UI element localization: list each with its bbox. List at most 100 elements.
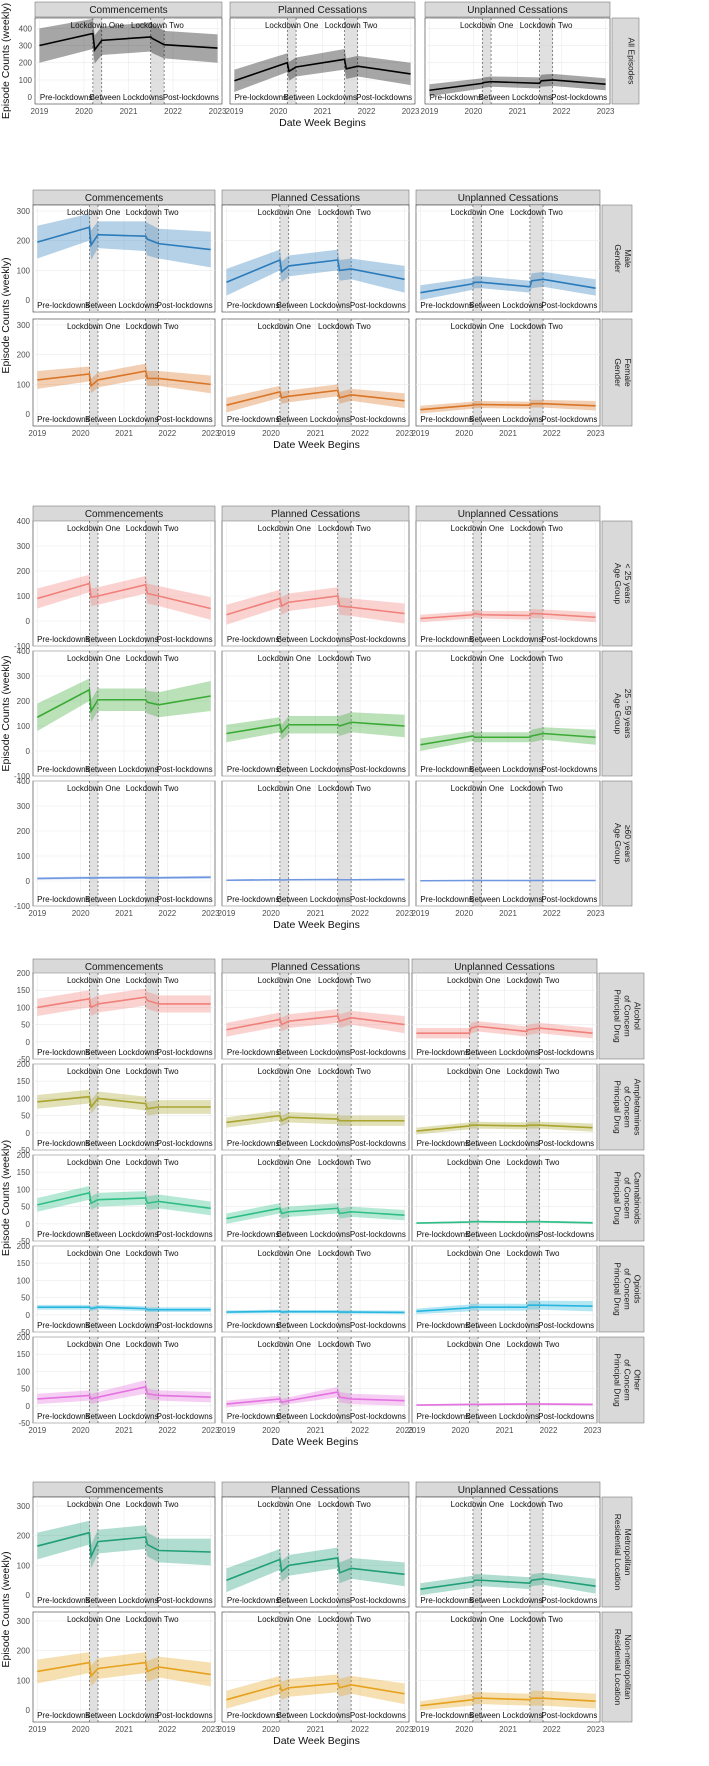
x-tick-label: 2019 bbox=[226, 107, 244, 116]
x-tick-label: 2023 bbox=[587, 429, 605, 438]
lockdown-shade bbox=[482, 18, 491, 104]
period-label: Pre-lockdowns bbox=[37, 635, 89, 644]
row-strip-label: Age Group bbox=[613, 823, 623, 864]
period-label: Pre-lockdowns bbox=[227, 301, 279, 310]
lockdown-label: Lockdown Two bbox=[510, 1615, 563, 1624]
row-strip-label: Age Group bbox=[613, 563, 623, 604]
period-label: Post-lockdowns bbox=[350, 1048, 406, 1057]
period-label: Between Lockdowns bbox=[277, 1596, 350, 1605]
lockdown-label: Lockdown One bbox=[258, 1249, 312, 1258]
period-label: Pre-lockdowns bbox=[37, 1230, 89, 1239]
period-label: Pre-lockdowns bbox=[37, 415, 89, 424]
lockdown-shade bbox=[338, 1337, 351, 1423]
x-tick-label: 2022 bbox=[543, 909, 561, 918]
y-tick-label: 100 bbox=[17, 1561, 31, 1570]
row-strip-label: of Concern bbox=[623, 1086, 633, 1128]
y-tick-label: 200 bbox=[17, 1647, 31, 1656]
x-tick-label: 2019 bbox=[218, 909, 236, 918]
y-tick-label: 400 bbox=[17, 647, 31, 656]
period-label: Between Lockdowns bbox=[85, 635, 158, 644]
period-label: Pre-lockdowns bbox=[417, 1321, 469, 1330]
period-label: Post-lockdowns bbox=[157, 1711, 213, 1720]
row-strip-label: Male bbox=[623, 249, 633, 268]
period-label: Post-lockdowns bbox=[541, 635, 597, 644]
lockdown-shade bbox=[89, 973, 98, 1059]
lockdown-label: Lockdown One bbox=[71, 21, 125, 30]
y-tick-label: 200 bbox=[17, 351, 31, 360]
lockdown-shade bbox=[338, 1497, 351, 1607]
y-tick-label: 50 bbox=[21, 1385, 30, 1394]
y-tick-label: 200 bbox=[17, 1333, 31, 1342]
lockdown-label: Lockdown One bbox=[451, 784, 505, 793]
y-tick-label: 100 bbox=[17, 1094, 31, 1103]
period-label: Pre-lockdowns bbox=[420, 301, 472, 310]
lockdown-label: Lockdown Two bbox=[318, 654, 371, 663]
y-tick-label: 0 bbox=[26, 1402, 31, 1411]
period-label: Between Lockdowns bbox=[85, 1412, 158, 1421]
lockdown-label: Lockdown One bbox=[460, 21, 514, 30]
row-strip-label: Residential Location bbox=[613, 1514, 623, 1591]
lockdown-label: Lockdown Two bbox=[318, 1067, 371, 1076]
x-tick-label: 2020 bbox=[75, 107, 93, 116]
lockdown-label: Lockdown One bbox=[258, 784, 312, 793]
period-label: Post-lockdowns bbox=[350, 1596, 406, 1605]
lockdown-label: Lockdown One bbox=[258, 1340, 312, 1349]
x-tick-label: 2021 bbox=[307, 1426, 325, 1435]
x-tick-label: 2022 bbox=[543, 429, 561, 438]
row-strip-label: Other bbox=[633, 1369, 643, 1390]
lockdown-shade bbox=[338, 1064, 351, 1150]
x-tick-label: 2021 bbox=[115, 429, 133, 438]
column-strip-label: Commencements bbox=[85, 1485, 163, 1496]
lockdown-shade bbox=[473, 651, 482, 776]
lockdown-shade bbox=[146, 205, 159, 312]
lockdown-shade bbox=[527, 1155, 540, 1241]
period-label: Post-lockdowns bbox=[350, 1139, 406, 1148]
x-axis-label: Date Week Begins bbox=[272, 1436, 359, 1448]
lockdown-label: Lockdown One bbox=[447, 1340, 501, 1349]
period-label: Between Lockdowns bbox=[469, 895, 542, 904]
lockdown-label: Lockdown Two bbox=[318, 322, 371, 331]
y-axis-label: Episode Counts (weekly) bbox=[0, 257, 12, 373]
period-label: Post-lockdowns bbox=[350, 635, 406, 644]
row-strip-label: Female bbox=[623, 358, 633, 387]
column-strip-label: Commencements bbox=[85, 962, 163, 973]
y-tick-label: 200 bbox=[17, 237, 31, 246]
period-label: Post-lockdowns bbox=[541, 765, 597, 774]
lockdown-shade bbox=[338, 319, 351, 426]
period-label: Between Lockdowns bbox=[277, 1711, 350, 1720]
y-axis-label: Episode Counts (weekly) bbox=[0, 1140, 12, 1256]
period-label: Post-lockdowns bbox=[350, 1230, 406, 1239]
row-strip-label: Age Group bbox=[613, 693, 623, 734]
x-tick-label: 2020 bbox=[270, 107, 288, 116]
x-tick-label: 2020 bbox=[455, 909, 473, 918]
column-strip-label: Unplanned Cessations bbox=[458, 509, 559, 520]
lockdown-label: Lockdown One bbox=[258, 1500, 312, 1509]
lockdown-shade bbox=[338, 1155, 351, 1241]
lockdown-shade bbox=[146, 781, 159, 906]
row-strip-label: Alcohol bbox=[633, 1002, 643, 1030]
period-label: Post-lockdowns bbox=[350, 895, 406, 904]
x-tick-label: 2019 bbox=[31, 107, 49, 116]
period-label: Between Lockdowns bbox=[277, 415, 350, 424]
y-tick-label: 150 bbox=[17, 1077, 31, 1086]
lockdown-shade bbox=[338, 1246, 351, 1332]
x-tick-label: 2021 bbox=[314, 107, 332, 116]
x-tick-label: 2021 bbox=[115, 909, 133, 918]
x-tick-label: 2023 bbox=[209, 107, 227, 116]
period-label: Post-lockdowns bbox=[157, 1048, 213, 1057]
y-tick-label: 200 bbox=[17, 1151, 31, 1160]
lockdown-shade bbox=[540, 18, 553, 104]
period-label: Pre-lockdowns bbox=[420, 635, 472, 644]
period-label: Pre-lockdowns bbox=[420, 895, 472, 904]
